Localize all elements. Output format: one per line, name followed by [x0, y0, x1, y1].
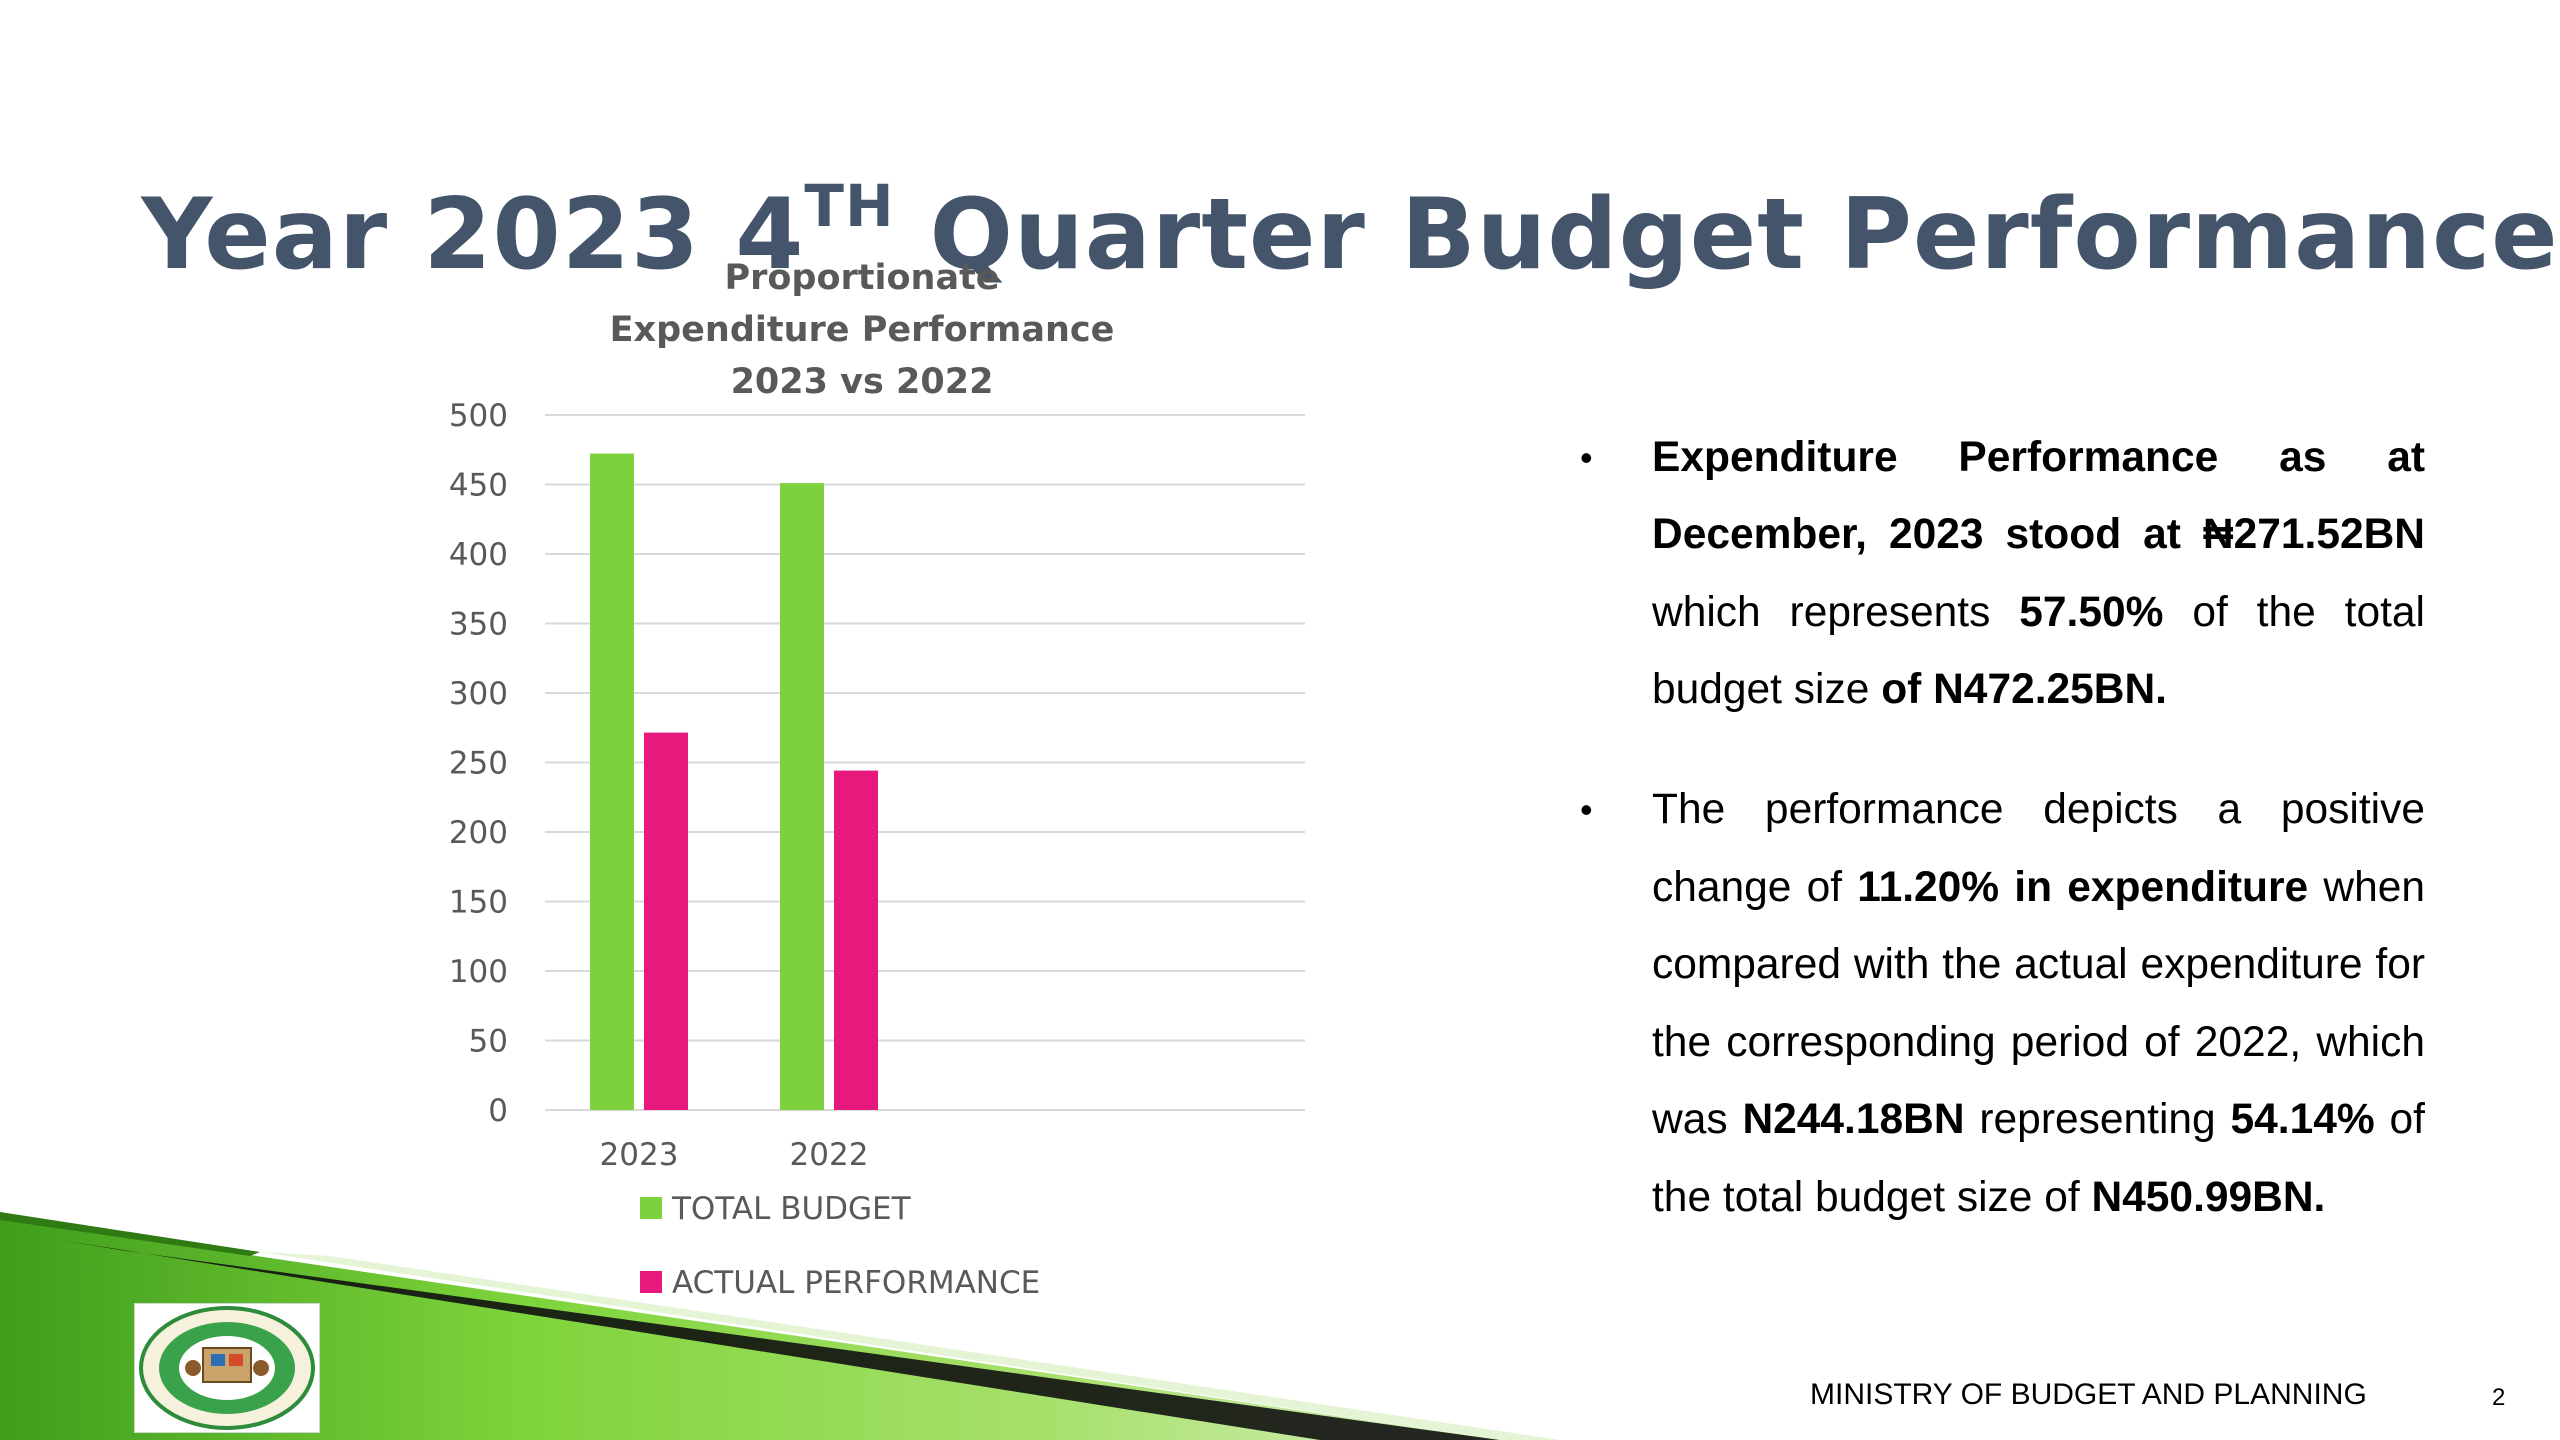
bar [834, 770, 878, 1110]
chart-title-line: 2023 vs 2022 [731, 362, 994, 402]
y-tick-label: 300 [449, 676, 508, 712]
budget-bar-chart: Proportionate Expenditure Performance 2023… [449, 258, 1305, 1301]
bullet-text-run: of the total budget size [1652, 588, 2425, 714]
bullet-text-run: which represents [1652, 588, 2020, 636]
bullet-text-run: N244.18BN [1742, 1096, 1965, 1143]
ministry-footer: MINISTRY OF BUDGET AND PLANNING [1810, 1378, 2367, 1411]
bullet-list: Expenditure Performance as at December, … [1580, 376, 2425, 1246]
legend-label: ACTUAL PERFORMANCE [672, 1265, 1040, 1301]
legend-swatch [640, 1197, 662, 1219]
bullet-text-run: 57.50% [2019, 588, 2164, 636]
bullet-text-run: ₦271.52BN [2202, 511, 2425, 558]
page-number: 2 [2492, 1384, 2506, 1411]
bullet-expenditure-performance: Expenditure Performance as at December, … [1580, 419, 2425, 729]
bullet-text-run: 54.14% [2230, 1096, 2375, 1143]
y-tick-label: 500 [449, 398, 508, 434]
bullet-text-run: of the total budget size of [1652, 1096, 2425, 1221]
y-tick-label: 400 [449, 537, 508, 573]
bullet-text-run: of N472.25BN. [1881, 666, 2167, 713]
title-main: Year 2023 4 [141, 177, 805, 292]
bullet-text-run: 11.20% in expenditure [1857, 863, 2309, 911]
x-tick-label: 2022 [790, 1137, 869, 1173]
title-superscript: TH [804, 171, 895, 240]
ogun-state-logo [134, 1303, 320, 1433]
legend-label: TOTAL BUDGET [671, 1191, 912, 1227]
bullet-text-run: The performance depicts a positive chang… [1652, 786, 2425, 911]
y-tick-label: 250 [449, 746, 508, 782]
bar [590, 453, 634, 1110]
chart-title-line: Expenditure Performance [610, 310, 1115, 350]
bullet-positive-change: The performance depicts a positive chang… [1580, 771, 2425, 1236]
slide-title: Year 2023 4TH Quarter Budget Performance [0, 172, 2560, 292]
y-tick-label: 200 [449, 815, 508, 851]
bullet-text-run: representing [1964, 1096, 2231, 1143]
y-tick-label: 150 [449, 885, 508, 921]
chart-title-line: Proportionate [724, 258, 999, 298]
legend-swatch [640, 1271, 662, 1293]
y-tick-label: 100 [449, 954, 508, 990]
bar [780, 483, 824, 1110]
y-tick-label: 0 [488, 1093, 508, 1129]
bullet-text-run: Expenditure Performance as at December, … [1652, 433, 2425, 559]
y-tick-label: 450 [449, 468, 508, 504]
x-tick-label: 2023 [600, 1137, 679, 1173]
title-rest: Quarter Budget Performance [894, 177, 2559, 292]
y-tick-label: 50 [469, 1024, 508, 1060]
y-tick-label: 350 [449, 607, 508, 643]
bar [644, 732, 688, 1110]
bullet-text-run: N450.99BN. [2091, 1173, 2326, 1221]
bullet-text-run: when compared with the actual expenditur… [1652, 863, 2425, 1144]
